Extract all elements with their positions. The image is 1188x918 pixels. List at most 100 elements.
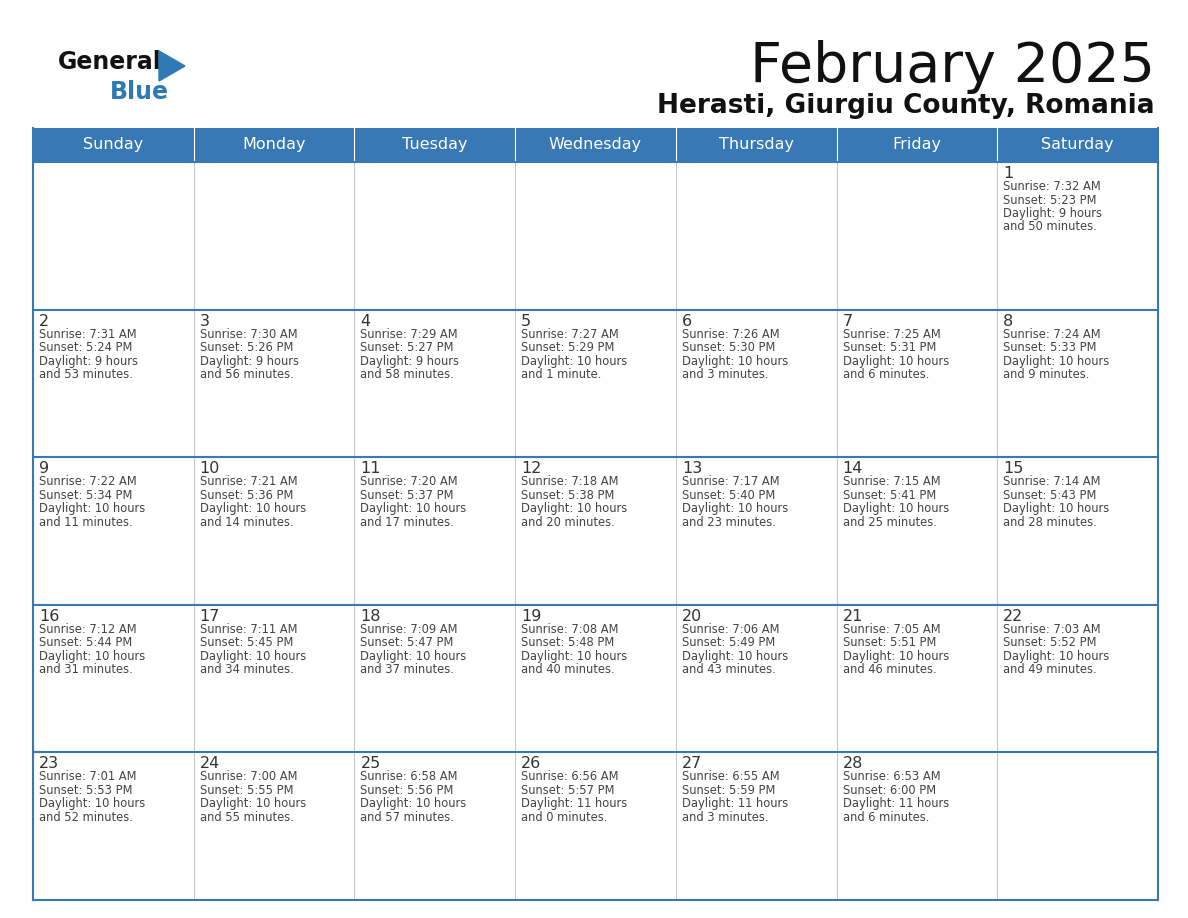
Text: and 3 minutes.: and 3 minutes.: [682, 368, 769, 381]
Bar: [33, 309, 194, 457]
Bar: [33, 128, 194, 162]
Text: Tuesday: Tuesday: [402, 138, 468, 152]
Text: Daylight: 10 hours: Daylight: 10 hours: [39, 502, 145, 515]
Text: 13: 13: [682, 461, 702, 476]
Text: Sunrise: 7:24 AM: Sunrise: 7:24 AM: [1004, 328, 1101, 341]
Text: and 50 minutes.: and 50 minutes.: [1004, 220, 1097, 233]
Bar: [676, 457, 836, 605]
Text: and 46 minutes.: and 46 minutes.: [842, 664, 936, 677]
Text: Sunset: 5:52 PM: Sunset: 5:52 PM: [1004, 636, 1097, 649]
Text: 22: 22: [1004, 609, 1024, 624]
Text: 20: 20: [682, 609, 702, 624]
Text: Sunrise: 7:31 AM: Sunrise: 7:31 AM: [39, 328, 137, 341]
Text: 15: 15: [1004, 461, 1024, 476]
Text: Daylight: 10 hours: Daylight: 10 hours: [842, 650, 949, 663]
Bar: [676, 162, 836, 309]
Text: Sunrise: 7:14 AM: Sunrise: 7:14 AM: [1004, 476, 1101, 488]
Bar: [194, 309, 354, 457]
Text: and 6 minutes.: and 6 minutes.: [842, 368, 929, 381]
Text: Sunrise: 7:05 AM: Sunrise: 7:05 AM: [842, 622, 940, 636]
Text: 9: 9: [39, 461, 49, 476]
Text: Sunrise: 7:22 AM: Sunrise: 7:22 AM: [39, 476, 137, 488]
Text: and 1 minute.: and 1 minute.: [522, 368, 601, 381]
Text: Daylight: 10 hours: Daylight: 10 hours: [522, 354, 627, 367]
Text: Daylight: 10 hours: Daylight: 10 hours: [522, 502, 627, 515]
Text: Sunset: 5:23 PM: Sunset: 5:23 PM: [1004, 194, 1097, 207]
Text: and 9 minutes.: and 9 minutes.: [1004, 368, 1089, 381]
Bar: [194, 162, 354, 309]
Bar: [836, 128, 997, 162]
Bar: [354, 605, 516, 753]
Bar: [997, 753, 1158, 900]
Bar: [194, 457, 354, 605]
Text: Sunrise: 6:53 AM: Sunrise: 6:53 AM: [842, 770, 940, 783]
Bar: [33, 605, 194, 753]
Text: and 37 minutes.: and 37 minutes.: [360, 664, 454, 677]
Text: 1: 1: [1004, 166, 1013, 181]
Text: Sunrise: 7:29 AM: Sunrise: 7:29 AM: [360, 328, 459, 341]
Bar: [836, 753, 997, 900]
Text: Daylight: 10 hours: Daylight: 10 hours: [360, 798, 467, 811]
Bar: [354, 309, 516, 457]
Text: Sunrise: 7:17 AM: Sunrise: 7:17 AM: [682, 476, 779, 488]
Text: Sunrise: 6:58 AM: Sunrise: 6:58 AM: [360, 770, 457, 783]
Text: and 52 minutes.: and 52 minutes.: [39, 811, 133, 823]
Text: Sunset: 5:40 PM: Sunset: 5:40 PM: [682, 488, 775, 502]
Bar: [194, 128, 354, 162]
Text: 16: 16: [39, 609, 59, 624]
Text: 23: 23: [39, 756, 59, 771]
Text: Sunrise: 7:06 AM: Sunrise: 7:06 AM: [682, 622, 779, 636]
Text: 7: 7: [842, 314, 853, 329]
Text: Sunset: 5:43 PM: Sunset: 5:43 PM: [1004, 488, 1097, 502]
Text: Daylight: 10 hours: Daylight: 10 hours: [1004, 354, 1110, 367]
Bar: [516, 605, 676, 753]
Text: Sunrise: 7:12 AM: Sunrise: 7:12 AM: [39, 622, 137, 636]
Bar: [997, 605, 1158, 753]
Bar: [516, 753, 676, 900]
Text: Sunset: 5:31 PM: Sunset: 5:31 PM: [842, 341, 936, 354]
Text: 14: 14: [842, 461, 862, 476]
Text: Sunrise: 7:25 AM: Sunrise: 7:25 AM: [842, 328, 941, 341]
Text: Daylight: 9 hours: Daylight: 9 hours: [200, 354, 298, 367]
Text: and 0 minutes.: and 0 minutes.: [522, 811, 607, 823]
Text: and 55 minutes.: and 55 minutes.: [200, 811, 293, 823]
Text: Sunrise: 7:03 AM: Sunrise: 7:03 AM: [1004, 622, 1101, 636]
Text: Sunrise: 7:21 AM: Sunrise: 7:21 AM: [200, 476, 297, 488]
Text: Daylight: 10 hours: Daylight: 10 hours: [200, 650, 307, 663]
Text: Daylight: 10 hours: Daylight: 10 hours: [682, 354, 788, 367]
Bar: [516, 457, 676, 605]
Text: Sunrise: 7:15 AM: Sunrise: 7:15 AM: [842, 476, 940, 488]
Text: Sunset: 5:47 PM: Sunset: 5:47 PM: [360, 636, 454, 649]
Text: Sunset: 5:56 PM: Sunset: 5:56 PM: [360, 784, 454, 797]
Bar: [194, 605, 354, 753]
Text: Sunset: 5:27 PM: Sunset: 5:27 PM: [360, 341, 454, 354]
Text: 8: 8: [1004, 314, 1013, 329]
Bar: [676, 753, 836, 900]
Text: Daylight: 10 hours: Daylight: 10 hours: [200, 502, 307, 515]
Text: Sunset: 5:37 PM: Sunset: 5:37 PM: [360, 488, 454, 502]
Text: Sunset: 5:48 PM: Sunset: 5:48 PM: [522, 636, 614, 649]
Text: Daylight: 10 hours: Daylight: 10 hours: [200, 798, 307, 811]
Text: 2: 2: [39, 314, 49, 329]
Text: Sunset: 5:33 PM: Sunset: 5:33 PM: [1004, 341, 1097, 354]
Text: Sunset: 5:34 PM: Sunset: 5:34 PM: [39, 488, 132, 502]
Text: Sunrise: 7:30 AM: Sunrise: 7:30 AM: [200, 328, 297, 341]
Text: and 58 minutes.: and 58 minutes.: [360, 368, 454, 381]
Text: Sunrise: 7:27 AM: Sunrise: 7:27 AM: [522, 328, 619, 341]
Text: Daylight: 10 hours: Daylight: 10 hours: [1004, 502, 1110, 515]
Text: 19: 19: [522, 609, 542, 624]
Text: Daylight: 10 hours: Daylight: 10 hours: [842, 354, 949, 367]
Bar: [997, 128, 1158, 162]
Text: Sunrise: 7:20 AM: Sunrise: 7:20 AM: [360, 476, 459, 488]
Bar: [33, 457, 194, 605]
Text: Sunset: 5:59 PM: Sunset: 5:59 PM: [682, 784, 776, 797]
Bar: [836, 605, 997, 753]
Text: and 57 minutes.: and 57 minutes.: [360, 811, 454, 823]
Bar: [33, 753, 194, 900]
Text: Daylight: 10 hours: Daylight: 10 hours: [39, 798, 145, 811]
Text: and 25 minutes.: and 25 minutes.: [842, 516, 936, 529]
Text: Sunset: 5:45 PM: Sunset: 5:45 PM: [200, 636, 293, 649]
Text: Daylight: 9 hours: Daylight: 9 hours: [360, 354, 460, 367]
Text: February 2025: February 2025: [750, 40, 1155, 94]
Bar: [676, 128, 836, 162]
